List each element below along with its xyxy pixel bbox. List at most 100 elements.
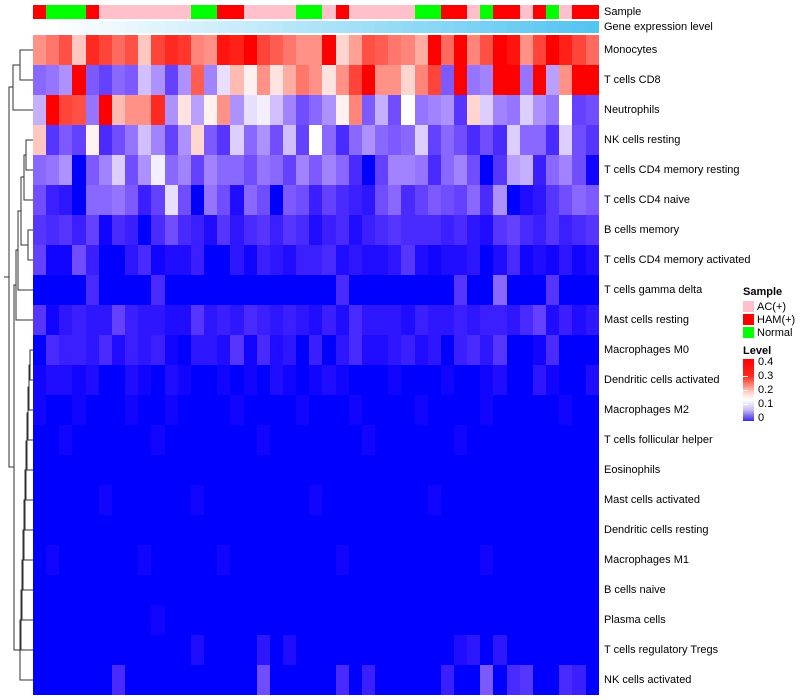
heatmap-cell <box>243 125 257 155</box>
heatmap-cell <box>125 665 139 695</box>
heatmap-cell <box>414 155 428 185</box>
heatmap-cell <box>230 485 244 515</box>
heatmap-cell <box>138 305 152 335</box>
heatmap-cell <box>177 185 191 215</box>
heatmap-cell <box>177 335 191 365</box>
heatmap-cell <box>388 335 402 365</box>
heatmap-cell <box>309 395 323 425</box>
heatmap-cell <box>388 485 402 515</box>
heatmap-cell <box>177 455 191 485</box>
heatmap-cell <box>98 605 112 635</box>
heatmap-cell <box>388 455 402 485</box>
heatmap-cell <box>572 365 586 395</box>
heatmap-cell <box>414 425 428 455</box>
gene-expression-cell <box>348 21 362 33</box>
heatmap-cell <box>59 605 73 635</box>
heatmap-cell <box>427 635 441 665</box>
heatmap-cell <box>85 185 99 215</box>
heatmap-cell <box>243 215 257 245</box>
heatmap-cell <box>335 215 349 245</box>
heatmap-cell <box>98 575 112 605</box>
heatmap-cell <box>230 305 244 335</box>
heatmap-cell <box>532 275 547 305</box>
heatmap-cell <box>164 455 178 485</box>
heatmap-cell <box>164 305 178 335</box>
heatmap-cell <box>256 35 270 65</box>
heatmap-cell <box>585 305 599 335</box>
heatmap-cell <box>519 125 533 155</box>
heatmap-cell <box>493 635 507 665</box>
heatmap-cell <box>85 335 99 365</box>
heatmap-cell <box>111 185 126 215</box>
heatmap-cell <box>256 455 270 485</box>
heatmap-cell <box>480 365 494 395</box>
heatmap-cell <box>322 455 336 485</box>
heatmap-cell <box>348 395 362 425</box>
heatmap-cell <box>361 275 376 305</box>
legend-sample-item: Normal <box>743 326 800 339</box>
sample-annotation-cell <box>256 5 270 19</box>
heatmap-cell <box>532 575 547 605</box>
gene-expression-cell <box>559 21 573 33</box>
heatmap-cell <box>243 95 257 125</box>
heatmap-cell <box>480 95 494 125</box>
heatmap-cell <box>585 125 599 155</box>
heatmap-cell <box>59 425 73 455</box>
row-label: T cells CD4 memory activated <box>604 254 751 266</box>
heatmap-cell <box>559 395 573 425</box>
heatmap-cell <box>72 665 86 695</box>
heatmap-cell <box>125 185 139 215</box>
sample-annotation-cell <box>309 5 323 19</box>
heatmap-cell <box>559 35 573 65</box>
heatmap-cell <box>440 545 454 575</box>
heatmap-cell <box>309 275 323 305</box>
heatmap-cell <box>519 275 533 305</box>
heatmap-cell <box>72 395 86 425</box>
heatmap-cell <box>361 635 376 665</box>
sample-annotation-cell <box>111 5 126 19</box>
heatmap-cell <box>572 335 586 365</box>
heatmap-row <box>33 545 599 575</box>
heatmap-cell <box>138 545 152 575</box>
heatmap-cell <box>256 425 270 455</box>
heatmap-cell <box>335 455 349 485</box>
heatmap-cell <box>59 485 73 515</box>
heatmap-cell <box>269 65 283 95</box>
heatmap-cell <box>309 575 323 605</box>
heatmap-cell <box>559 95 573 125</box>
heatmap-cell <box>322 185 336 215</box>
legend-level-title: Level <box>743 345 772 357</box>
heatmap-cell <box>243 515 257 545</box>
sample-annotation-cell <box>269 5 283 19</box>
gene-expression-cell <box>493 21 507 33</box>
heatmap-cell <box>388 155 402 185</box>
heatmap-cell <box>375 575 389 605</box>
heatmap-cell <box>454 605 468 635</box>
heatmap-cell <box>59 575 73 605</box>
heatmap-cell <box>269 185 283 215</box>
heatmap-cell <box>427 575 441 605</box>
heatmap-cell <box>98 455 112 485</box>
heatmap-cell <box>427 35 441 65</box>
heatmap-cell <box>243 575 257 605</box>
heatmap-cell <box>269 485 283 515</box>
heatmap-cell <box>401 335 415 365</box>
heatmap-cell <box>388 125 402 155</box>
heatmap-cell <box>46 185 60 215</box>
heatmap-cell <box>572 515 586 545</box>
heatmap-cell <box>230 245 244 275</box>
heatmap-cell <box>98 545 112 575</box>
heatmap-cell <box>559 275 573 305</box>
heatmap-cell <box>322 545 336 575</box>
heatmap-cell <box>414 575 428 605</box>
heatmap-row <box>33 485 599 515</box>
heatmap-cell <box>335 605 349 635</box>
heatmap-cell <box>361 605 376 635</box>
heatmap-cell <box>493 575 507 605</box>
heatmap-cell <box>427 305 441 335</box>
heatmap-cell <box>111 95 126 125</box>
heatmap-cell <box>375 395 389 425</box>
heatmap-cell <box>125 305 139 335</box>
legend-sample-item: HAM(+) <box>743 313 800 326</box>
gene-expression-cell <box>59 21 73 33</box>
